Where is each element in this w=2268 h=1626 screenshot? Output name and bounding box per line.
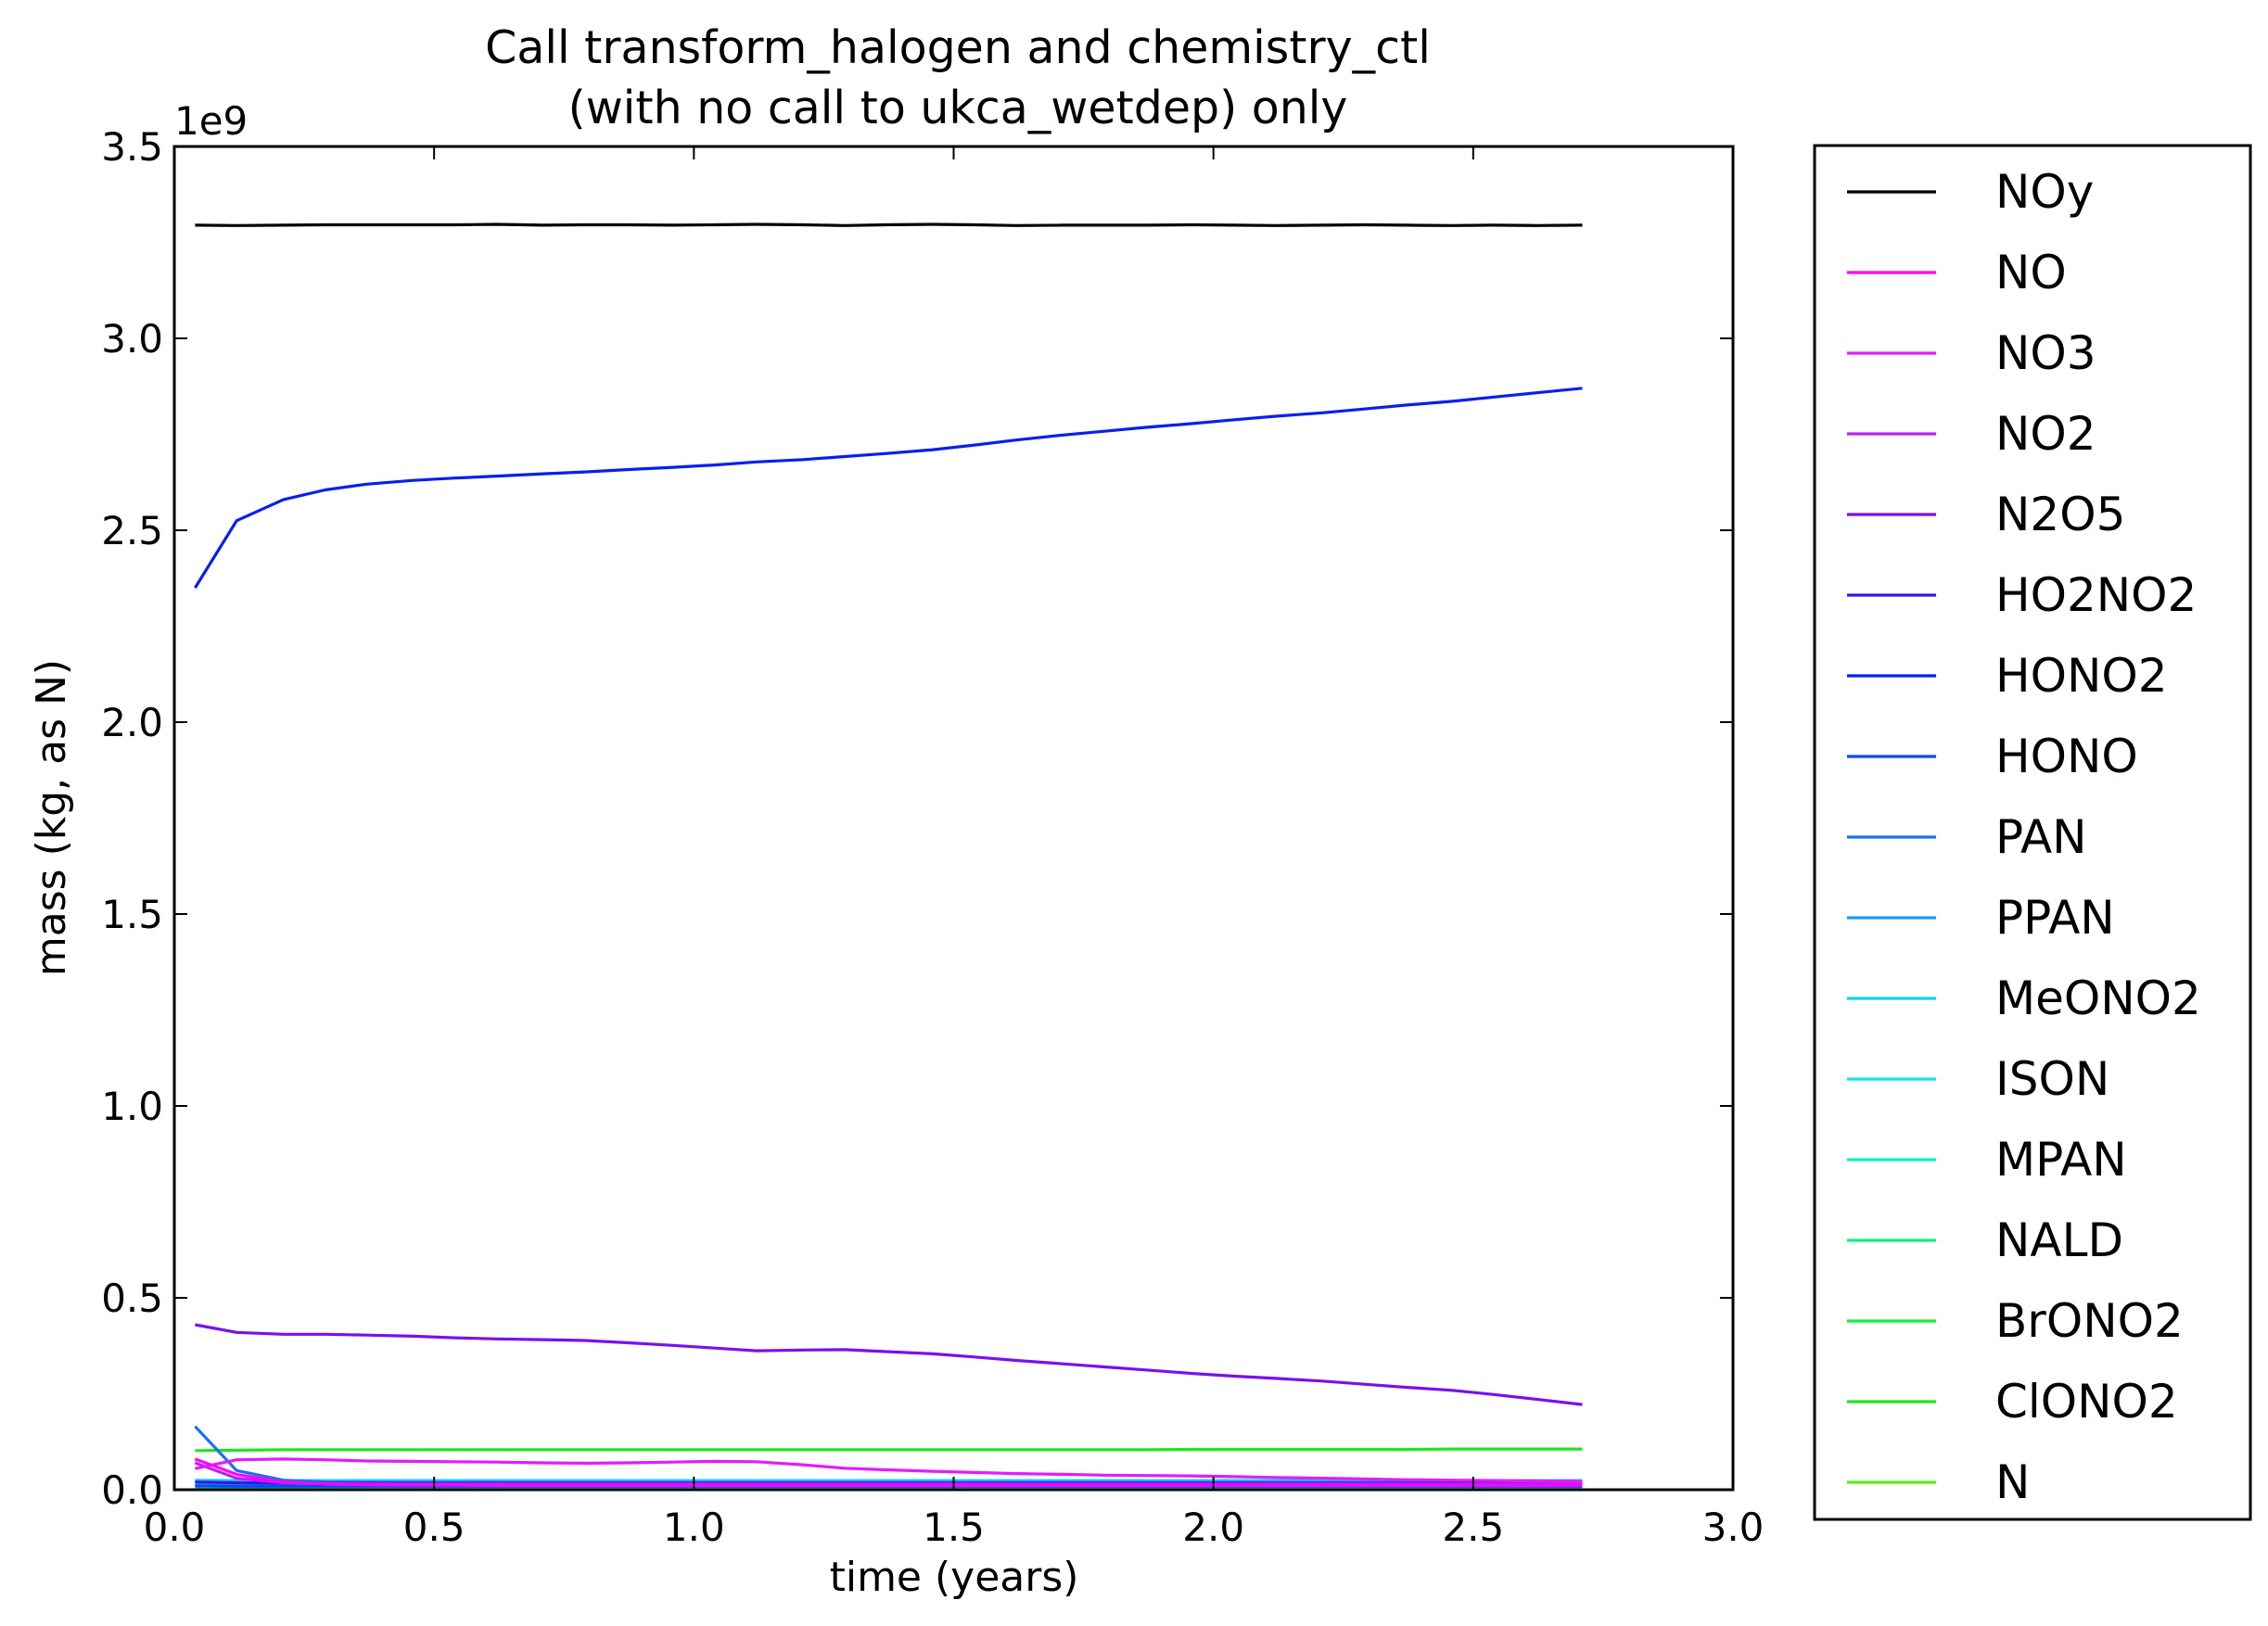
legend-label-nald: NALD bbox=[1995, 1213, 2123, 1267]
y-tick-label: 0.5 bbox=[101, 1276, 163, 1321]
y-axis-label: mass (kg, as N) bbox=[28, 659, 75, 976]
legend-label-no: NO bbox=[1995, 246, 2067, 299]
x-tick-label: 1.0 bbox=[663, 1505, 725, 1550]
y-axis: 0.0 0.5 1.0 1.5 2.0 2.5 3.0 3.5 bbox=[101, 124, 1733, 1513]
legend-label-ison: ISON bbox=[1995, 1052, 2109, 1106]
y-tick-label: 2.5 bbox=[101, 508, 163, 553]
series-line-hono2 bbox=[194, 387, 1583, 589]
legend-entries: NOy NO NO3 NO2 N2O5 HO2NO2 HONO2 HONO PAN PPAN MeO… bbox=[1847, 165, 2201, 1509]
legend-label-ho2no2: HO2NO2 bbox=[1995, 568, 2197, 622]
x-tick-label: 0.5 bbox=[403, 1505, 465, 1550]
x-tick-label: 0.0 bbox=[144, 1505, 206, 1550]
legend-label-no3: NO3 bbox=[1995, 326, 2096, 380]
y-tick-label: 1.0 bbox=[101, 1084, 163, 1129]
x-axis: 0.0 0.5 1.0 1.5 2.0 2.5 3.0 bbox=[144, 146, 1765, 1550]
legend-label-ppan: PPAN bbox=[1995, 891, 2115, 945]
series-layer bbox=[194, 222, 1583, 1492]
x-tick-label: 3.0 bbox=[1702, 1505, 1765, 1550]
x-tick-label: 1.5 bbox=[923, 1505, 985, 1550]
legend-box bbox=[1813, 144, 2252, 1521]
series-line-noy bbox=[195, 222, 1583, 227]
legend-label-n: N bbox=[1995, 1455, 2030, 1509]
y-tick-label: 1.5 bbox=[101, 892, 163, 937]
legend-label-no2: NO2 bbox=[1995, 407, 2096, 461]
y-tick-label: 3.0 bbox=[101, 316, 163, 362]
legend-label-hono2: HONO2 bbox=[1995, 649, 2168, 703]
series-line-no bbox=[194, 1457, 1583, 1488]
legend: NOy NO NO3 NO2 N2O5 HO2NO2 HONO2 HONO PAN PPAN MeO… bbox=[1813, 144, 2252, 1521]
legend-label-hono: HONO bbox=[1995, 730, 2138, 783]
y-tick-label: 0.0 bbox=[101, 1467, 163, 1513]
chart-title-line-1: Call transform_halogen and chemistry_ctl bbox=[485, 21, 1431, 74]
legend-label-n2o5: N2O5 bbox=[1995, 488, 2125, 541]
y-tick-label: 2.0 bbox=[101, 700, 163, 745]
legend-label-meono2: MeONO2 bbox=[1995, 972, 2201, 1025]
series-line-pan bbox=[194, 1425, 1583, 1484]
series-line-clono2 bbox=[195, 1447, 1583, 1453]
y-tick-label: 3.5 bbox=[101, 124, 163, 170]
legend-label-pan: PAN bbox=[1995, 810, 2087, 864]
legend-label-clono2: ClONO2 bbox=[1995, 1375, 2178, 1429]
y-offset-label: 1e9 bbox=[174, 98, 248, 144]
x-tick-label: 2.5 bbox=[1442, 1505, 1504, 1550]
series-line-no3 bbox=[195, 1457, 1583, 1483]
legend-label-noy: NOy bbox=[1995, 165, 2094, 219]
series-line-n2o5 bbox=[195, 1323, 1583, 1406]
plot-frame bbox=[172, 145, 1735, 1492]
chart-title-line-2: (with no call to ukca_wetdep) only bbox=[568, 82, 1348, 134]
x-tick-label: 2.0 bbox=[1182, 1505, 1244, 1550]
legend-label-brono2: BrONO2 bbox=[1995, 1294, 2184, 1348]
x-axis-label: time (years) bbox=[830, 1554, 1079, 1601]
legend-label-mpan: MPAN bbox=[1995, 1133, 2127, 1187]
